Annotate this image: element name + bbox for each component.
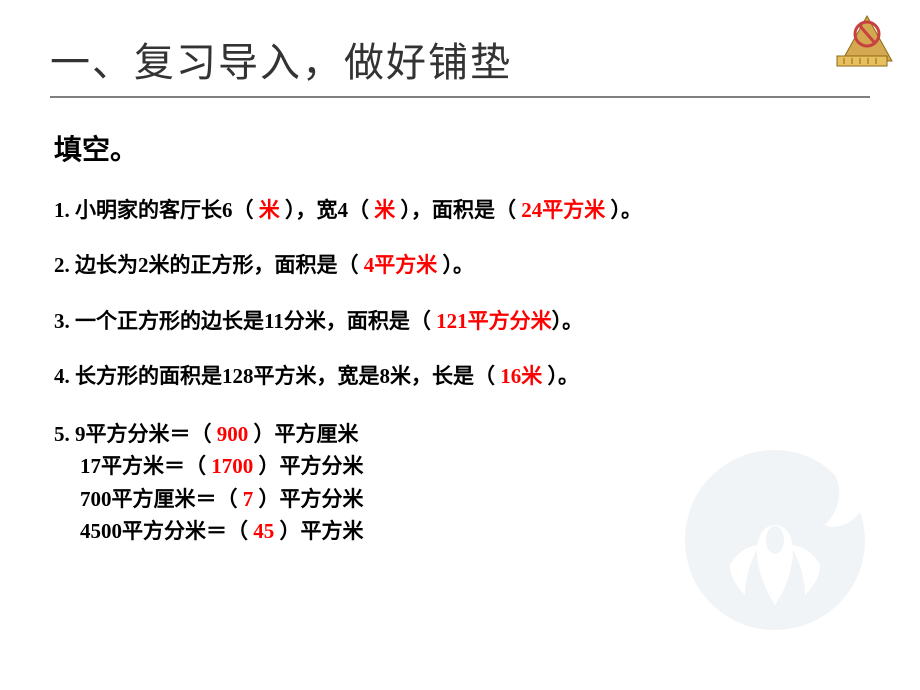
question-1: 1. 小明家的客厅长6（ 米 ），宽4（ 米 ），面积是（ 24平方米 ）。 [54,196,870,225]
q5a-answer: 900 [217,422,249,446]
q1-answer-1: 米 [259,198,280,222]
question-2: 2. 边长为2米的正方形，面积是（ 4平方米 ）。 [54,251,870,280]
q1-text-4: ）。 [605,198,642,222]
q1-text-3: ），面积是（ [395,198,521,222]
q5a-text-2: ）平方厘米 [248,422,358,446]
q5d-text-2: ）平方米 [274,519,363,543]
watermark-icon [665,430,885,650]
question-3: 3. 一个正方形的边长是11分米，面积是（ 121平方分米）。 [54,307,870,336]
q5a-text-1: 5. 9平方分米＝（ [54,422,217,446]
q1-text-2: ），宽4（ [280,198,375,222]
q4-answer-1: 16米 [500,364,542,388]
q1-answer-3: 24平方米 [521,198,605,222]
q4-text-1: 4. 长方形的面积是128平方米，宽是8米，长是（ [54,364,500,388]
q3-text-2: ）。 [552,309,584,333]
q5c-text-1: 700平方厘米＝（ [80,487,243,511]
question-4: 4. 长方形的面积是128平方米，宽是8米，长是（ 16米 ）。 [54,362,870,391]
slide-title: 一、复习导入，做好铺垫 [50,30,870,88]
q5b-text-2: ）平方分米 [253,454,363,478]
q2-answer-1: 4平方米 [364,253,438,277]
q5d-answer: 45 [253,519,274,543]
q5c-text-2: ）平方分米 [253,487,363,511]
q3-text-1: 3. 一个正方形的边长是11分米，面积是（ [54,309,436,333]
q1-text-1: 1. 小明家的客厅长6（ [54,198,259,222]
geometry-tools-icon [832,6,902,76]
q1-answer-2: 米 [374,198,395,222]
q2-text-1: 2. 边长为2米的正方形，面积是（ [54,253,364,277]
q5d-text-1: 4500平方分米＝（ [80,519,253,543]
q5b-answer: 1700 [211,454,253,478]
q2-text-2: ）。 [437,253,474,277]
q5b-text-1: 17平方米＝（ [80,454,211,478]
q3-answer-1: 121平方分米 [436,309,552,333]
title-divider [50,96,870,98]
slide-container: 一、复习导入，做好铺垫 填空。 1. 小明家的客厅长6（ 米 ），宽4（ 米 ）… [0,0,920,690]
q4-text-2: ）。 [542,364,579,388]
q5c-answer: 7 [243,487,254,511]
section-subtitle: 填空。 [54,128,870,168]
